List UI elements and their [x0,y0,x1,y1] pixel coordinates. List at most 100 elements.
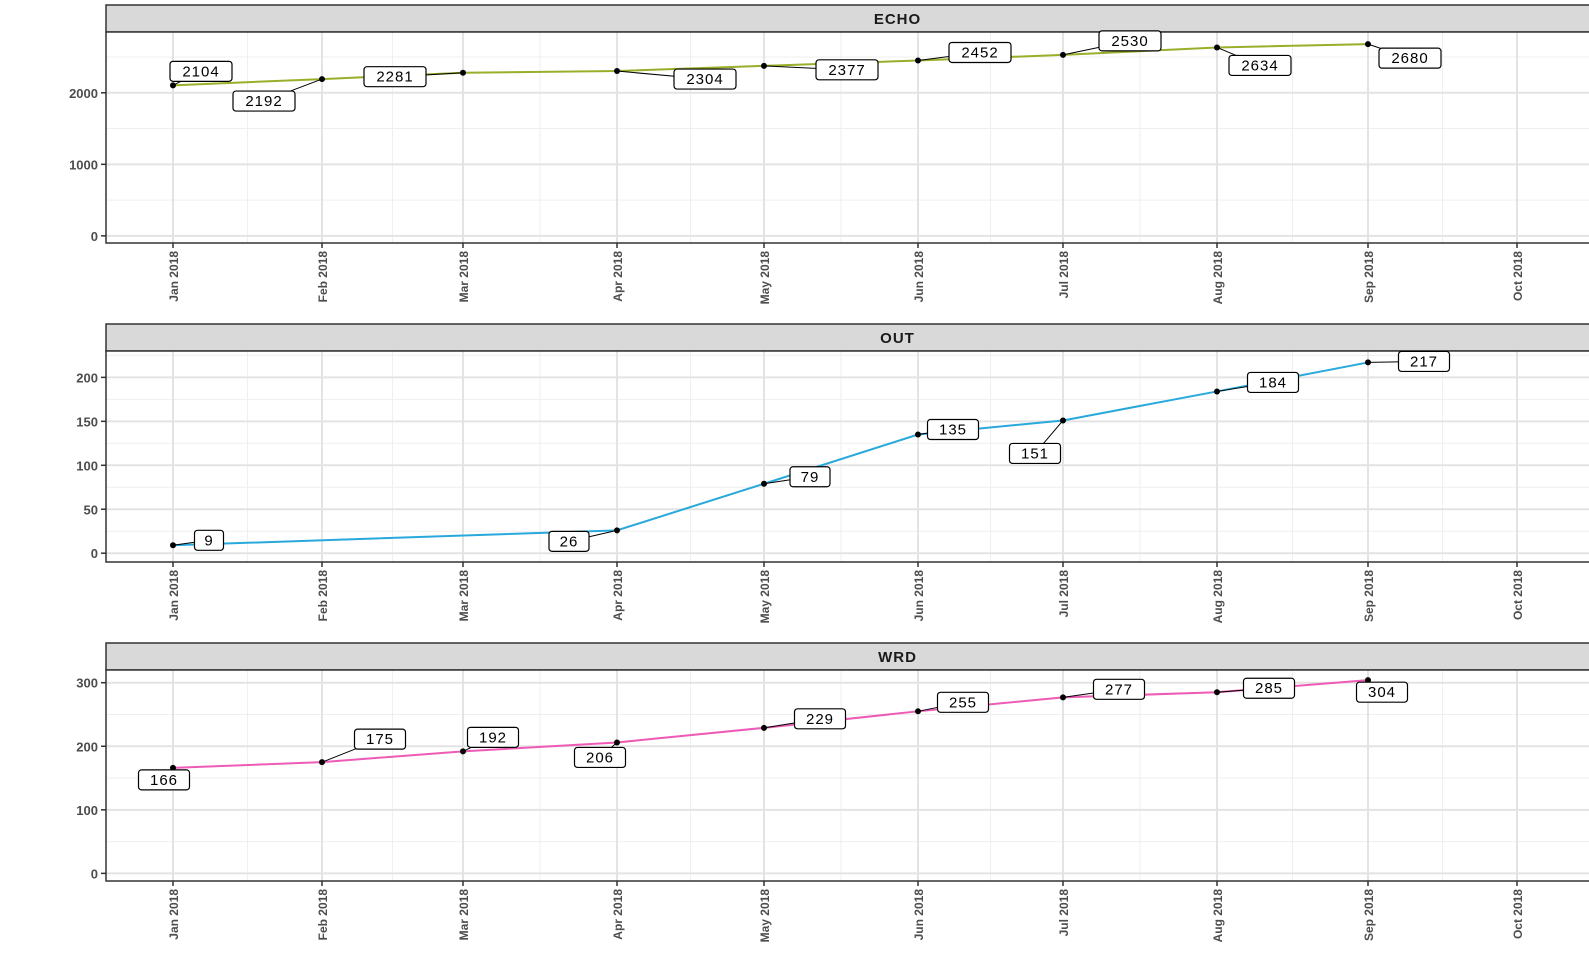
x-tick-label: Mar 2018 [457,889,471,941]
data-point [1365,359,1371,366]
facet-strip-label: OUT [880,330,915,347]
y-tick-label: 300 [76,676,98,691]
data-point [170,542,176,549]
x-tick-label: Feb 2018 [316,889,330,941]
data-label: 304 [1368,684,1396,701]
x-tick-label: Jun 2018 [912,570,926,622]
data-label-box [1008,442,1062,465]
data-label: 277 [1105,681,1133,698]
y-tick-label: 200 [76,739,98,754]
x-tick-label: Jul 2018 [1057,251,1071,299]
data-point [460,748,466,755]
data-label-box [1092,678,1146,700]
plot-border [105,350,1589,563]
x-tick-label: Oct 2018 [1511,251,1525,301]
data-point [1365,41,1371,48]
data-label: 2634 [1241,57,1278,74]
data-label-box [169,60,233,82]
data-label: 217 [1410,353,1438,370]
data-point [1214,689,1220,696]
plot-border [105,31,1589,244]
data-point [1060,417,1066,424]
data-label-box [673,68,737,90]
data-point [614,739,620,746]
data-label-box [1378,47,1442,69]
x-tick-label: Mar 2018 [457,251,471,303]
data-label-box [1098,30,1162,52]
data-label: 2377 [828,62,865,79]
data-label: 285 [1255,680,1283,697]
data-label-box [1397,350,1451,373]
data-point [1060,51,1066,58]
data-label-box [789,466,831,488]
x-tick-label: Jul 2018 [1057,889,1071,937]
data-label-box [232,90,296,112]
data-label-box [1228,54,1292,77]
x-tick-label: Apr 2018 [611,889,625,940]
facet-strip-label: WRD [878,649,917,666]
data-label-box [466,726,520,748]
data-label: 166 [150,772,178,789]
data-point [1214,388,1220,395]
data-label-box [793,708,847,730]
x-tick-label: Apr 2018 [611,570,625,621]
x-tick-label: Feb 2018 [316,570,330,622]
x-tick-label: Sep 2018 [1362,251,1376,303]
y-tick-label: 150 [76,414,98,429]
data-label: 26 [560,533,579,550]
y-tick-label: 100 [76,803,98,818]
data-point [319,759,325,766]
data-label: 175 [366,731,394,748]
data-label: 9 [204,532,213,549]
data-label-box [936,691,990,713]
data-label: 135 [939,422,967,439]
data-label: 206 [586,749,614,766]
data-label: 229 [806,711,834,728]
data-label: 2192 [245,93,282,110]
y-tick-label: 0 [91,546,98,561]
x-tick-label: Jan 2018 [167,889,181,940]
y-tick-label: 200 [76,370,98,385]
data-point [319,76,325,83]
data-label-box [1246,371,1300,394]
data-label: 2304 [686,71,723,88]
panel-echo: ECHO 0 1000 2000 Jan 2018 Feb 2018 Mar 2018 Apr… [69,4,1589,305]
y-tick-label: 0 [91,866,98,881]
y-tick-label: 1000 [69,157,98,172]
x-tick-label: Oct 2018 [1511,570,1525,620]
facet-strip [105,642,1589,671]
x-tick-label: Aug 2018 [1211,889,1225,943]
data-label: 255 [949,694,977,711]
data-label-box [363,66,427,88]
y-tick-label: 0 [91,229,98,244]
x-tick-label: Feb 2018 [316,251,330,303]
data-point [1214,44,1220,51]
data-label: 2530 [1111,33,1148,50]
x-tick-label: Oct 2018 [1511,889,1525,939]
data-point [614,527,620,534]
data-label: 2281 [376,69,413,86]
panel-out: OUT 0 50 100 150 200 Jan 2018 Feb 2018 Mar 2018 A… [76,323,1589,624]
x-tick-label: Mar 2018 [457,570,471,622]
x-tick-label: Jul 2018 [1057,570,1071,618]
data-point [170,82,176,89]
x-tick-label: Jun 2018 [912,251,926,303]
data-point [761,724,767,731]
facet-strip [105,4,1589,33]
data-label: 151 [1021,445,1049,462]
data-point [614,68,620,75]
y-tick-label: 2000 [69,86,98,101]
x-tick-label: Jun 2018 [912,889,926,941]
y-tick-label: 50 [84,502,98,517]
data-label-box [193,529,225,551]
data-label: 2452 [961,44,998,61]
x-tick-label: Aug 2018 [1211,570,1225,624]
data-label: 184 [1259,374,1287,391]
data-point [460,69,466,76]
x-tick-label: May 2018 [758,251,772,305]
data-label-box [948,41,1012,64]
x-tick-label: May 2018 [758,889,772,943]
facet-strip-label: ECHO [874,11,921,28]
data-label-box [1355,681,1409,703]
